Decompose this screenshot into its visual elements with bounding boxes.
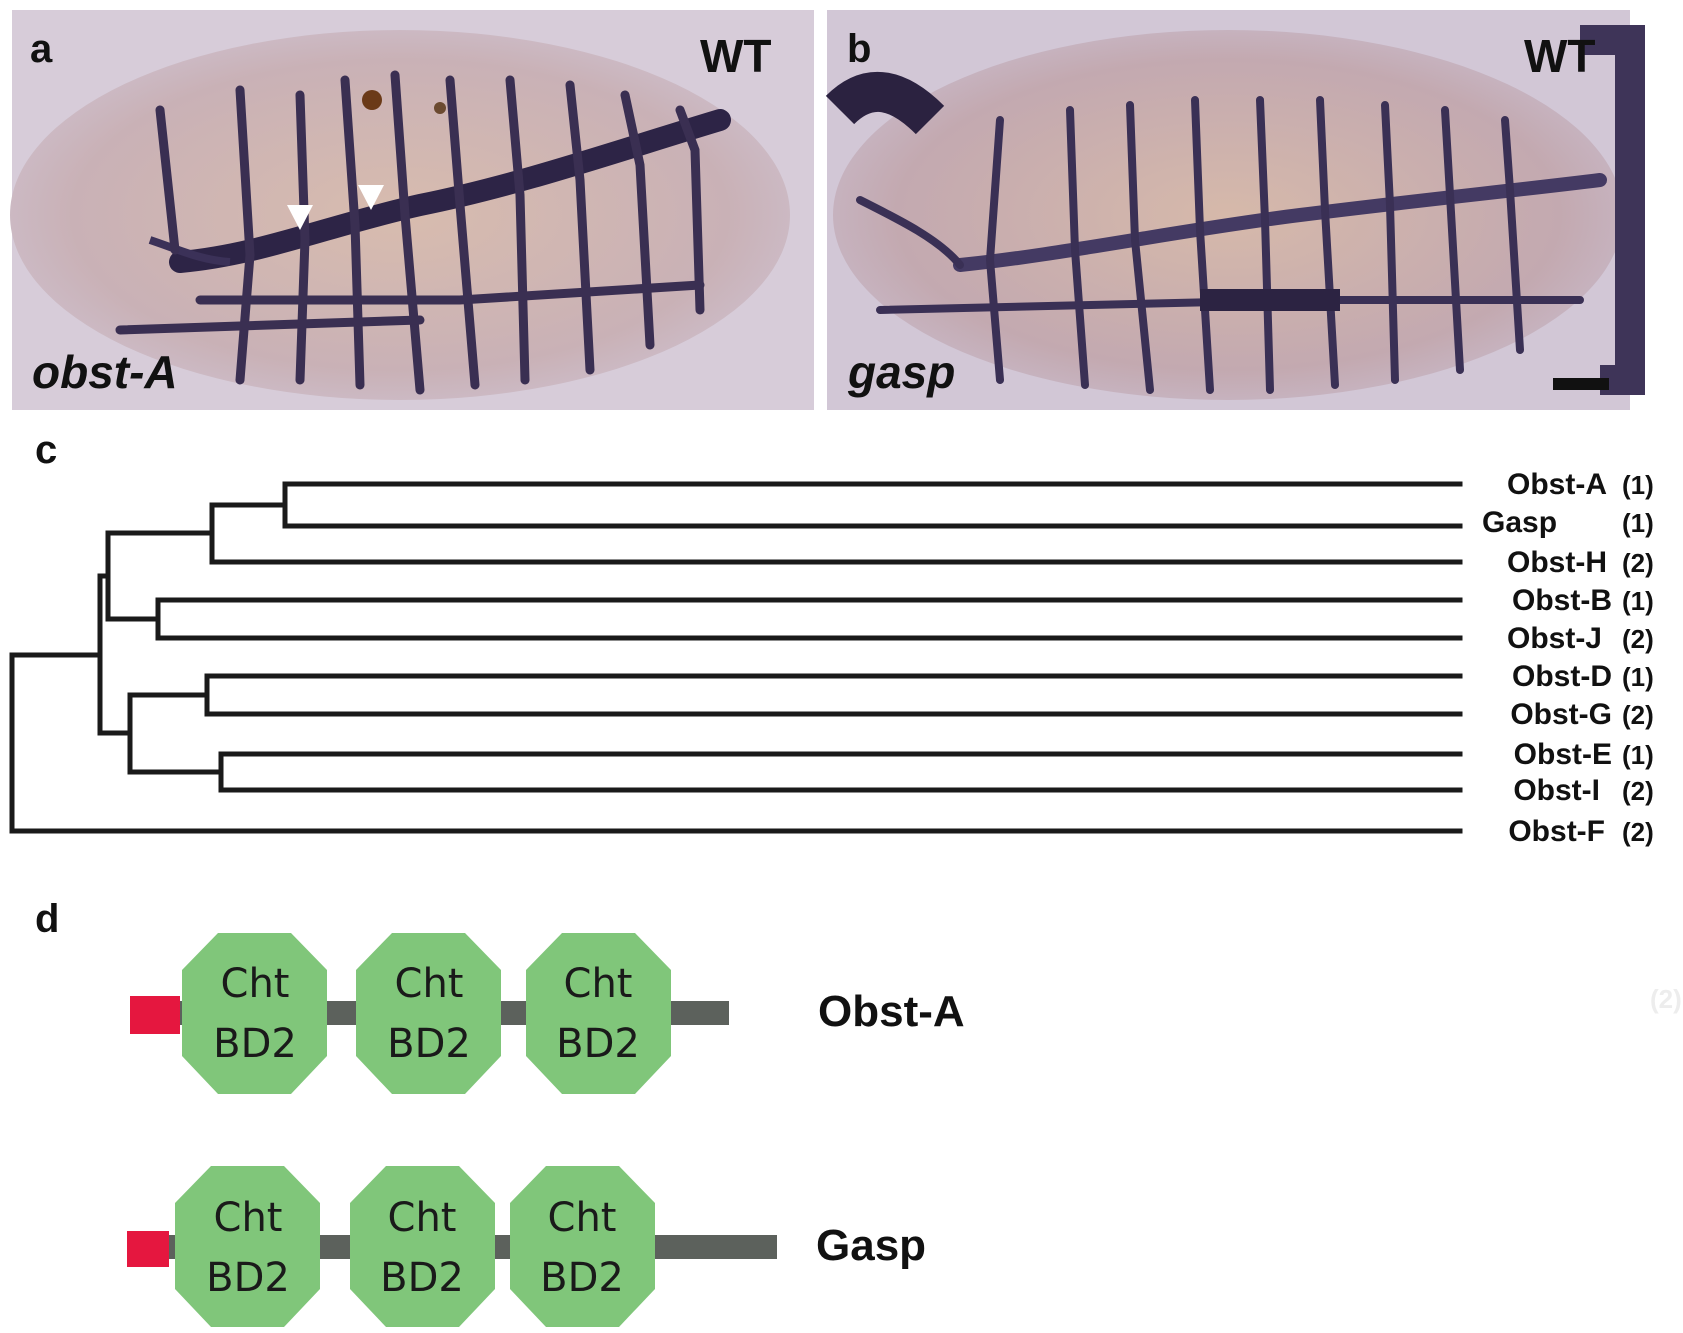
panel-a: a WT obst-A [10, 10, 814, 410]
panel-b-edge-dark [1580, 25, 1645, 395]
panel-b-branches [856, 96, 1584, 394]
protein-name: Obst-A [818, 987, 965, 1036]
panel-b: b WT gasp [825, 10, 1645, 410]
signal-peptide [130, 996, 180, 1034]
leaf-group: (2) [1622, 548, 1654, 578]
domain-label-line1: Cht [564, 961, 633, 1007]
panel-b-gene-label: gasp [847, 346, 955, 398]
protein-gasp: Cht BD2 Cht BD2 Cht BD2 Gasp [127, 1166, 926, 1327]
arrowhead-2 [358, 185, 384, 210]
leaf-group: (1) [1622, 586, 1654, 616]
tree-leaf-labels: Obst-A (1) Gasp (1) Obst-H (2) Obst-B (1… [1482, 468, 1654, 848]
leaf-label: Gasp [1482, 506, 1557, 539]
leaf-group: (2) [1622, 817, 1654, 847]
tree-branches [9, 481, 1463, 834]
domain-label-line2: BD2 [380, 1255, 464, 1301]
panel-d: d Cht BD2 Cht BD2 Cht BD2 Obst-A [35, 897, 1682, 1327]
chtbd2-domain: Cht BD2 [526, 933, 671, 1094]
domain-label-line1: Cht [221, 961, 290, 1007]
domain-label-line1: Cht [548, 1195, 617, 1241]
domain-label-line2: BD2 [556, 1021, 640, 1067]
leaf-label: Obst-B [1512, 584, 1612, 617]
leaf-group: (1) [1622, 662, 1654, 692]
scale-bar [1553, 378, 1609, 390]
leaf-group: (2) [1622, 700, 1654, 730]
panel-a-spot-2 [434, 102, 446, 114]
domain-label-line1: Cht [388, 1195, 457, 1241]
domain-label-line2: BD2 [540, 1255, 624, 1301]
panel-b-letter: b [847, 27, 871, 71]
protein-name: Gasp [816, 1221, 926, 1270]
chtbd2-domain: Cht BD2 [175, 1166, 320, 1327]
panel-a-branches [115, 70, 705, 395]
faint-mark: (2) [1650, 984, 1682, 1014]
panel-a-spot [362, 90, 382, 110]
panel-b-embryo [833, 30, 1623, 400]
chtbd2-domain: Cht BD2 [182, 933, 327, 1094]
leaf-group: (1) [1622, 740, 1654, 770]
panel-a-letter: a [30, 27, 53, 71]
panel-a-gene-label: obst-A [32, 346, 178, 398]
panel-a-trunk-tail [148, 236, 231, 266]
panel-b-genotype: WT [1524, 30, 1596, 82]
panel-d-letter: d [35, 897, 59, 941]
domain-label-line2: BD2 [206, 1255, 290, 1301]
domain-label-line1: Cht [395, 961, 464, 1007]
domain-label-line2: BD2 [213, 1021, 297, 1067]
leaf-group: (1) [1622, 470, 1654, 500]
panel-a-dorsal-trunk [169, 109, 731, 273]
domain-label-line2: BD2 [387, 1021, 471, 1067]
domain-label-line1: Cht [214, 1195, 283, 1241]
leaf-label: Obst-H [1507, 546, 1607, 579]
leaf-label: Obst-J [1507, 622, 1602, 655]
chtbd2-domain: Cht BD2 [510, 1166, 655, 1327]
leaf-label: Obst-I [1513, 774, 1600, 807]
chtbd2-domain: Cht BD2 [356, 933, 501, 1094]
panel-a-genotype: WT [700, 30, 772, 82]
panel-c: c [9, 428, 1654, 848]
leaf-label: Obst-F [1508, 815, 1605, 848]
panel-b-dorsal-trunk [953, 173, 1607, 272]
leaf-group: (2) [1622, 776, 1654, 806]
protein-obst-a: Cht BD2 Cht BD2 Cht BD2 Obst-A [130, 933, 965, 1094]
leaf-label: Obst-E [1514, 738, 1612, 771]
leaf-label: Obst-D [1512, 660, 1612, 693]
leaf-label: Obst-A [1507, 468, 1607, 501]
leaf-group: (2) [1622, 624, 1654, 654]
panel-c-letter: c [35, 428, 57, 472]
arrowhead-1 [287, 205, 313, 230]
leaf-label: Obst-G [1510, 698, 1612, 731]
panel-b-head-dark [825, 72, 945, 135]
signal-peptide [127, 1231, 169, 1267]
chtbd2-domain: Cht BD2 [350, 1166, 495, 1327]
leaf-group: (1) [1622, 508, 1654, 538]
